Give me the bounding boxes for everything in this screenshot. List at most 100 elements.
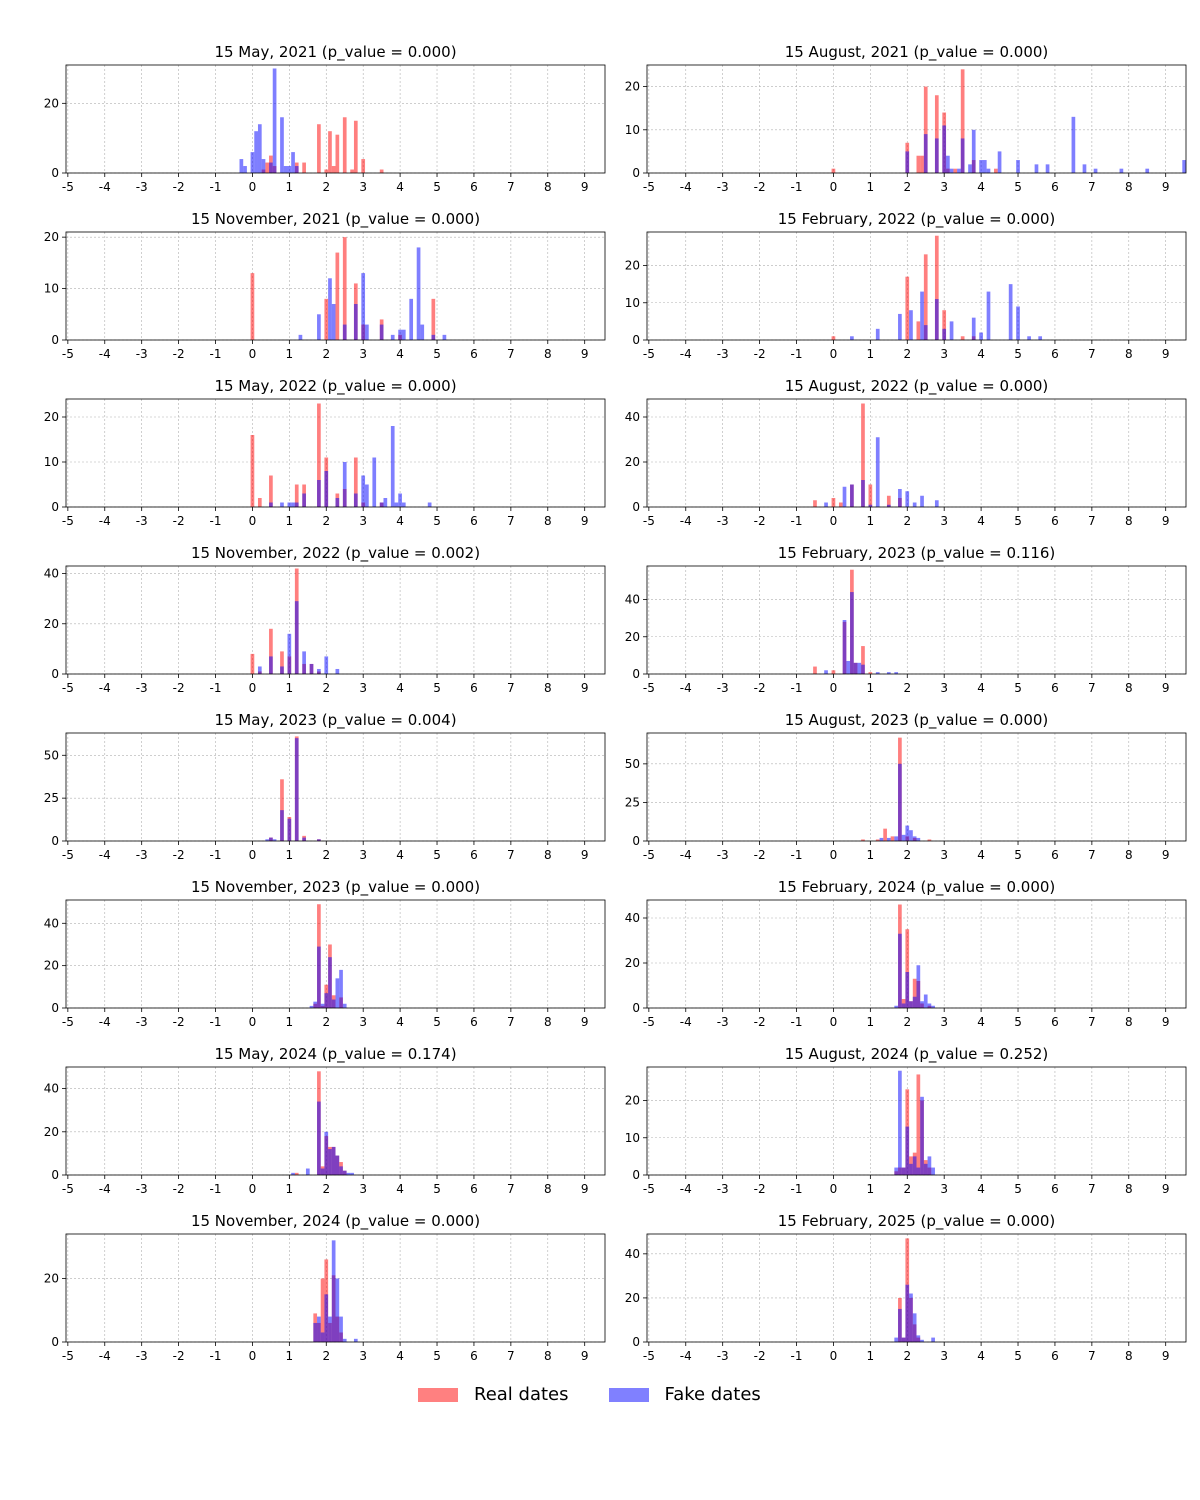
x-tick-label: 4 [977,1015,985,1029]
x-tick-label: 0 [830,180,838,194]
x-tick-label: -4 [99,848,111,862]
real-bar [831,168,836,173]
axes-frame [65,1066,606,1176]
fake-bar [320,1168,325,1175]
fake-bar [898,763,902,841]
fake-bar [239,159,244,173]
fake-bar [968,164,972,173]
fake-bar [931,1005,935,1008]
fake-bar [294,502,299,507]
y-tick-label: 0 [632,1335,640,1349]
bars [831,235,1043,340]
fake-bar [905,825,910,841]
x-tick-label: 6 [470,848,478,862]
fake-bar [1082,164,1087,173]
fake-bar [365,324,369,340]
fake-bar [291,502,295,507]
real-bar [923,86,928,173]
x-tick-label: -2 [173,1182,185,1196]
fake-bar [986,168,991,173]
axes-frame [65,398,606,508]
fake-bar [1071,116,1076,173]
x-tick-label: 2 [322,180,330,194]
fake-bar [894,1337,899,1342]
fake-bar [339,969,343,1008]
axes-frame [646,1066,1187,1176]
x-tick-label: 3 [359,681,367,695]
x-tick-label: 2 [903,1015,911,1029]
y-tick-label: 40 [625,593,640,607]
fake-bar [313,1322,318,1342]
x-tick-label: -2 [173,347,185,361]
x-tick-label: 9 [581,848,589,862]
y-tick-label: 20 [625,630,640,644]
x-tick-label: 8 [1125,514,1133,528]
x-tick-label: 0 [830,681,838,695]
x-tick-label: -1 [210,681,222,695]
x-tick-label: -3 [717,681,729,695]
x-tick-label: -4 [680,848,692,862]
x-tick-label: -4 [99,347,111,361]
y-tick-label: 40 [625,410,640,424]
fake-bar [971,317,976,340]
subplot-5: 15 May, 2022 (p_value = 0.000) -5 -4 -3 -2 -1… [44,377,606,528]
legend-item-fake: Fake dates [608,1384,761,1405]
x-tick-label: 3 [940,1182,948,1196]
x-tick-label: 9 [581,681,589,695]
fake-bar [971,129,976,173]
real-bar [294,1172,299,1175]
x-tick-label: 0 [249,514,257,528]
x-tick-label: -4 [680,1349,692,1363]
fake-bar [442,334,447,340]
fake-bar [353,493,358,507]
x-tick-label: 0 [830,1349,838,1363]
fake-bar [269,656,273,674]
fake-bar [401,502,406,507]
real-dates-swatch [418,1387,458,1402]
x-tick-label: 1 [867,848,875,862]
fake-bar [353,304,358,340]
bars [313,1240,358,1342]
real-bar [912,978,917,1008]
fake-bar [909,1293,913,1342]
y-tick-label: 10 [44,282,59,296]
fake-bar [379,324,384,340]
x-tick-label: -5 [62,1182,74,1196]
fake-bar [272,839,277,841]
x-tick-label: -5 [643,1015,655,1029]
bars [250,568,340,674]
x-tick-label: 1 [867,1015,875,1029]
fake-bar [294,166,299,173]
x-tick-label: 8 [544,514,552,528]
x-tick-label: 3 [359,347,367,361]
fake-bar [339,1166,343,1175]
subplot-3: 15 November, 2021 (p_value = 0.000) -5 -4 -… [44,210,606,361]
x-tick-label: 7 [1088,1015,1096,1029]
x-tick-label: 3 [359,1015,367,1029]
fake-bar [320,1003,325,1008]
fake-bar [287,166,292,173]
fake-bar [269,837,273,841]
fake-bar [416,247,421,340]
fake-bar [317,839,321,841]
fake-dates-swatch [608,1387,649,1402]
x-tick-label: -5 [643,681,655,695]
x-tick-label: 1 [867,1182,875,1196]
real-bar [331,166,336,173]
fake-bar [335,978,340,1008]
fake-bar [309,1005,314,1008]
x-tick-label: 0 [830,1182,838,1196]
subplot-2: 15 August, 2021 (p_value = 0.000) -5 -4 -3 -… [625,43,1187,194]
fake-bar [317,480,321,507]
x-tick-label: 6 [470,347,478,361]
x-tick-label: 7 [507,681,515,695]
fake-bar [302,651,306,674]
fake-bar [960,138,965,173]
x-tick-label: 3 [359,180,367,194]
real-bar [875,839,880,841]
y-tick-label: 25 [625,795,640,809]
fake-bar [317,668,321,674]
real-bar [883,828,887,841]
real-bar [294,484,299,507]
fake-bar [842,486,847,507]
